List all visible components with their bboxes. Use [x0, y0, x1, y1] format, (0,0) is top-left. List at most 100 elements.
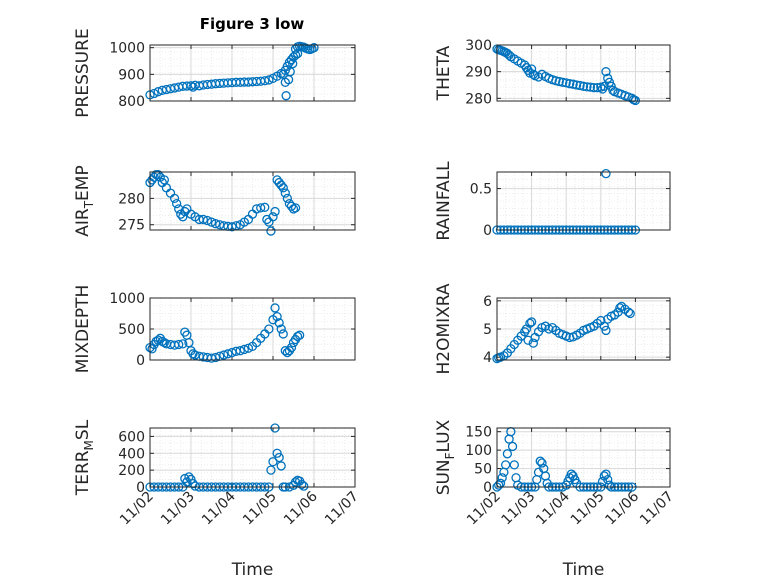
data-point [266, 226, 276, 236]
data-point [309, 43, 319, 53]
axes-box [496, 297, 671, 361]
data-point [601, 67, 611, 77]
data-point [270, 206, 280, 217]
data-point [178, 212, 188, 222]
data-point [625, 308, 635, 319]
data-point [528, 338, 538, 348]
data-point [171, 198, 182, 209]
data-point [601, 325, 611, 336]
data-point [169, 193, 180, 204]
data-point [597, 476, 608, 487]
data-point [153, 335, 163, 345]
data-point [585, 82, 596, 92]
ytick-label: 600 [118, 429, 145, 445]
ytick-label: 150 [465, 425, 492, 441]
data-point [554, 76, 564, 87]
data-point [603, 474, 613, 485]
data-point [260, 76, 270, 86]
data-point [509, 460, 519, 470]
ytick-label: 0 [483, 223, 492, 239]
data-point [184, 472, 194, 482]
data-point [198, 214, 208, 225]
ytick-label: 280 [465, 91, 492, 107]
data-point [268, 457, 278, 467]
data-point [280, 188, 290, 198]
data-point [276, 324, 286, 334]
xtick-label: 11/05 [240, 489, 280, 529]
data-point [525, 318, 535, 329]
data-point [268, 212, 278, 222]
data-point [597, 84, 608, 94]
data-point [290, 50, 301, 60]
data-point [227, 222, 237, 232]
ytick-label: 0 [136, 480, 145, 496]
data-point [582, 82, 592, 92]
data-point [294, 330, 305, 340]
data-point [285, 67, 295, 77]
data-point [282, 193, 293, 204]
data-point [147, 344, 157, 354]
data-point [297, 479, 307, 490]
xtick-label: 11/03 [158, 489, 198, 529]
xtick-label: 11/04 [533, 488, 573, 528]
y-axis-label: MIXDEPTH [73, 285, 93, 374]
data-point [578, 81, 589, 91]
ytick-label: 50 [474, 462, 492, 478]
data-point [292, 331, 303, 342]
y-axis-label: THETA [434, 45, 454, 101]
ytick-label: 900 [118, 67, 145, 83]
data-point [272, 311, 282, 322]
xtick-label: 11/06 [281, 488, 321, 528]
ytick-label: 6 [483, 294, 492, 310]
ytick-label: 0 [136, 353, 145, 369]
data-point [290, 203, 301, 213]
data-point [596, 82, 606, 92]
data-point [565, 79, 575, 89]
ytick-label: 300 [465, 38, 492, 54]
data-point [202, 215, 213, 226]
axes-box [496, 171, 671, 231]
data-point [178, 339, 188, 349]
ytick-label: 5 [483, 322, 492, 338]
y-axis-label: RAINFALL [434, 161, 454, 241]
data-point [262, 214, 272, 225]
data-point [286, 342, 297, 353]
ytick-label: 500 [118, 322, 145, 338]
y-axis-label: TERRMSL [73, 419, 96, 496]
xtick-label: 11/06 [602, 488, 642, 528]
ytick-label: 800 [118, 94, 145, 110]
data-point [507, 441, 518, 452]
ytick-label: 200 [118, 463, 145, 479]
y-axis-label: PRESSURE [73, 28, 93, 117]
ytick-label: 1000 [109, 41, 145, 57]
data-point [270, 303, 280, 313]
axes-box [496, 427, 671, 488]
data-point [575, 80, 585, 91]
ytick-label: 4 [483, 350, 492, 366]
x-axis-label: Time [231, 560, 274, 580]
data-point [286, 201, 297, 211]
data-point [623, 307, 634, 317]
data-point [571, 80, 582, 90]
data-point [276, 180, 286, 190]
data-point [615, 303, 625, 313]
data-point [601, 469, 611, 479]
data-point [153, 169, 163, 180]
axes-box [149, 297, 356, 361]
data-point [278, 183, 288, 193]
data-point [608, 85, 618, 95]
data-point [526, 317, 537, 327]
ytick-label: 1000 [109, 291, 145, 307]
data-point [239, 344, 249, 355]
data-point [274, 318, 284, 328]
ytick-label: 290 [465, 65, 492, 81]
y-axis-label: AIRTEMP [73, 165, 96, 236]
data-point [235, 346, 245, 356]
xtick-label: 11/05 [568, 489, 608, 529]
data-point [174, 339, 184, 350]
data-point [274, 452, 284, 463]
axes-box [149, 427, 356, 488]
figure-title: Figure 3 low [200, 15, 305, 33]
xtick-label: 11/07 [322, 489, 362, 529]
